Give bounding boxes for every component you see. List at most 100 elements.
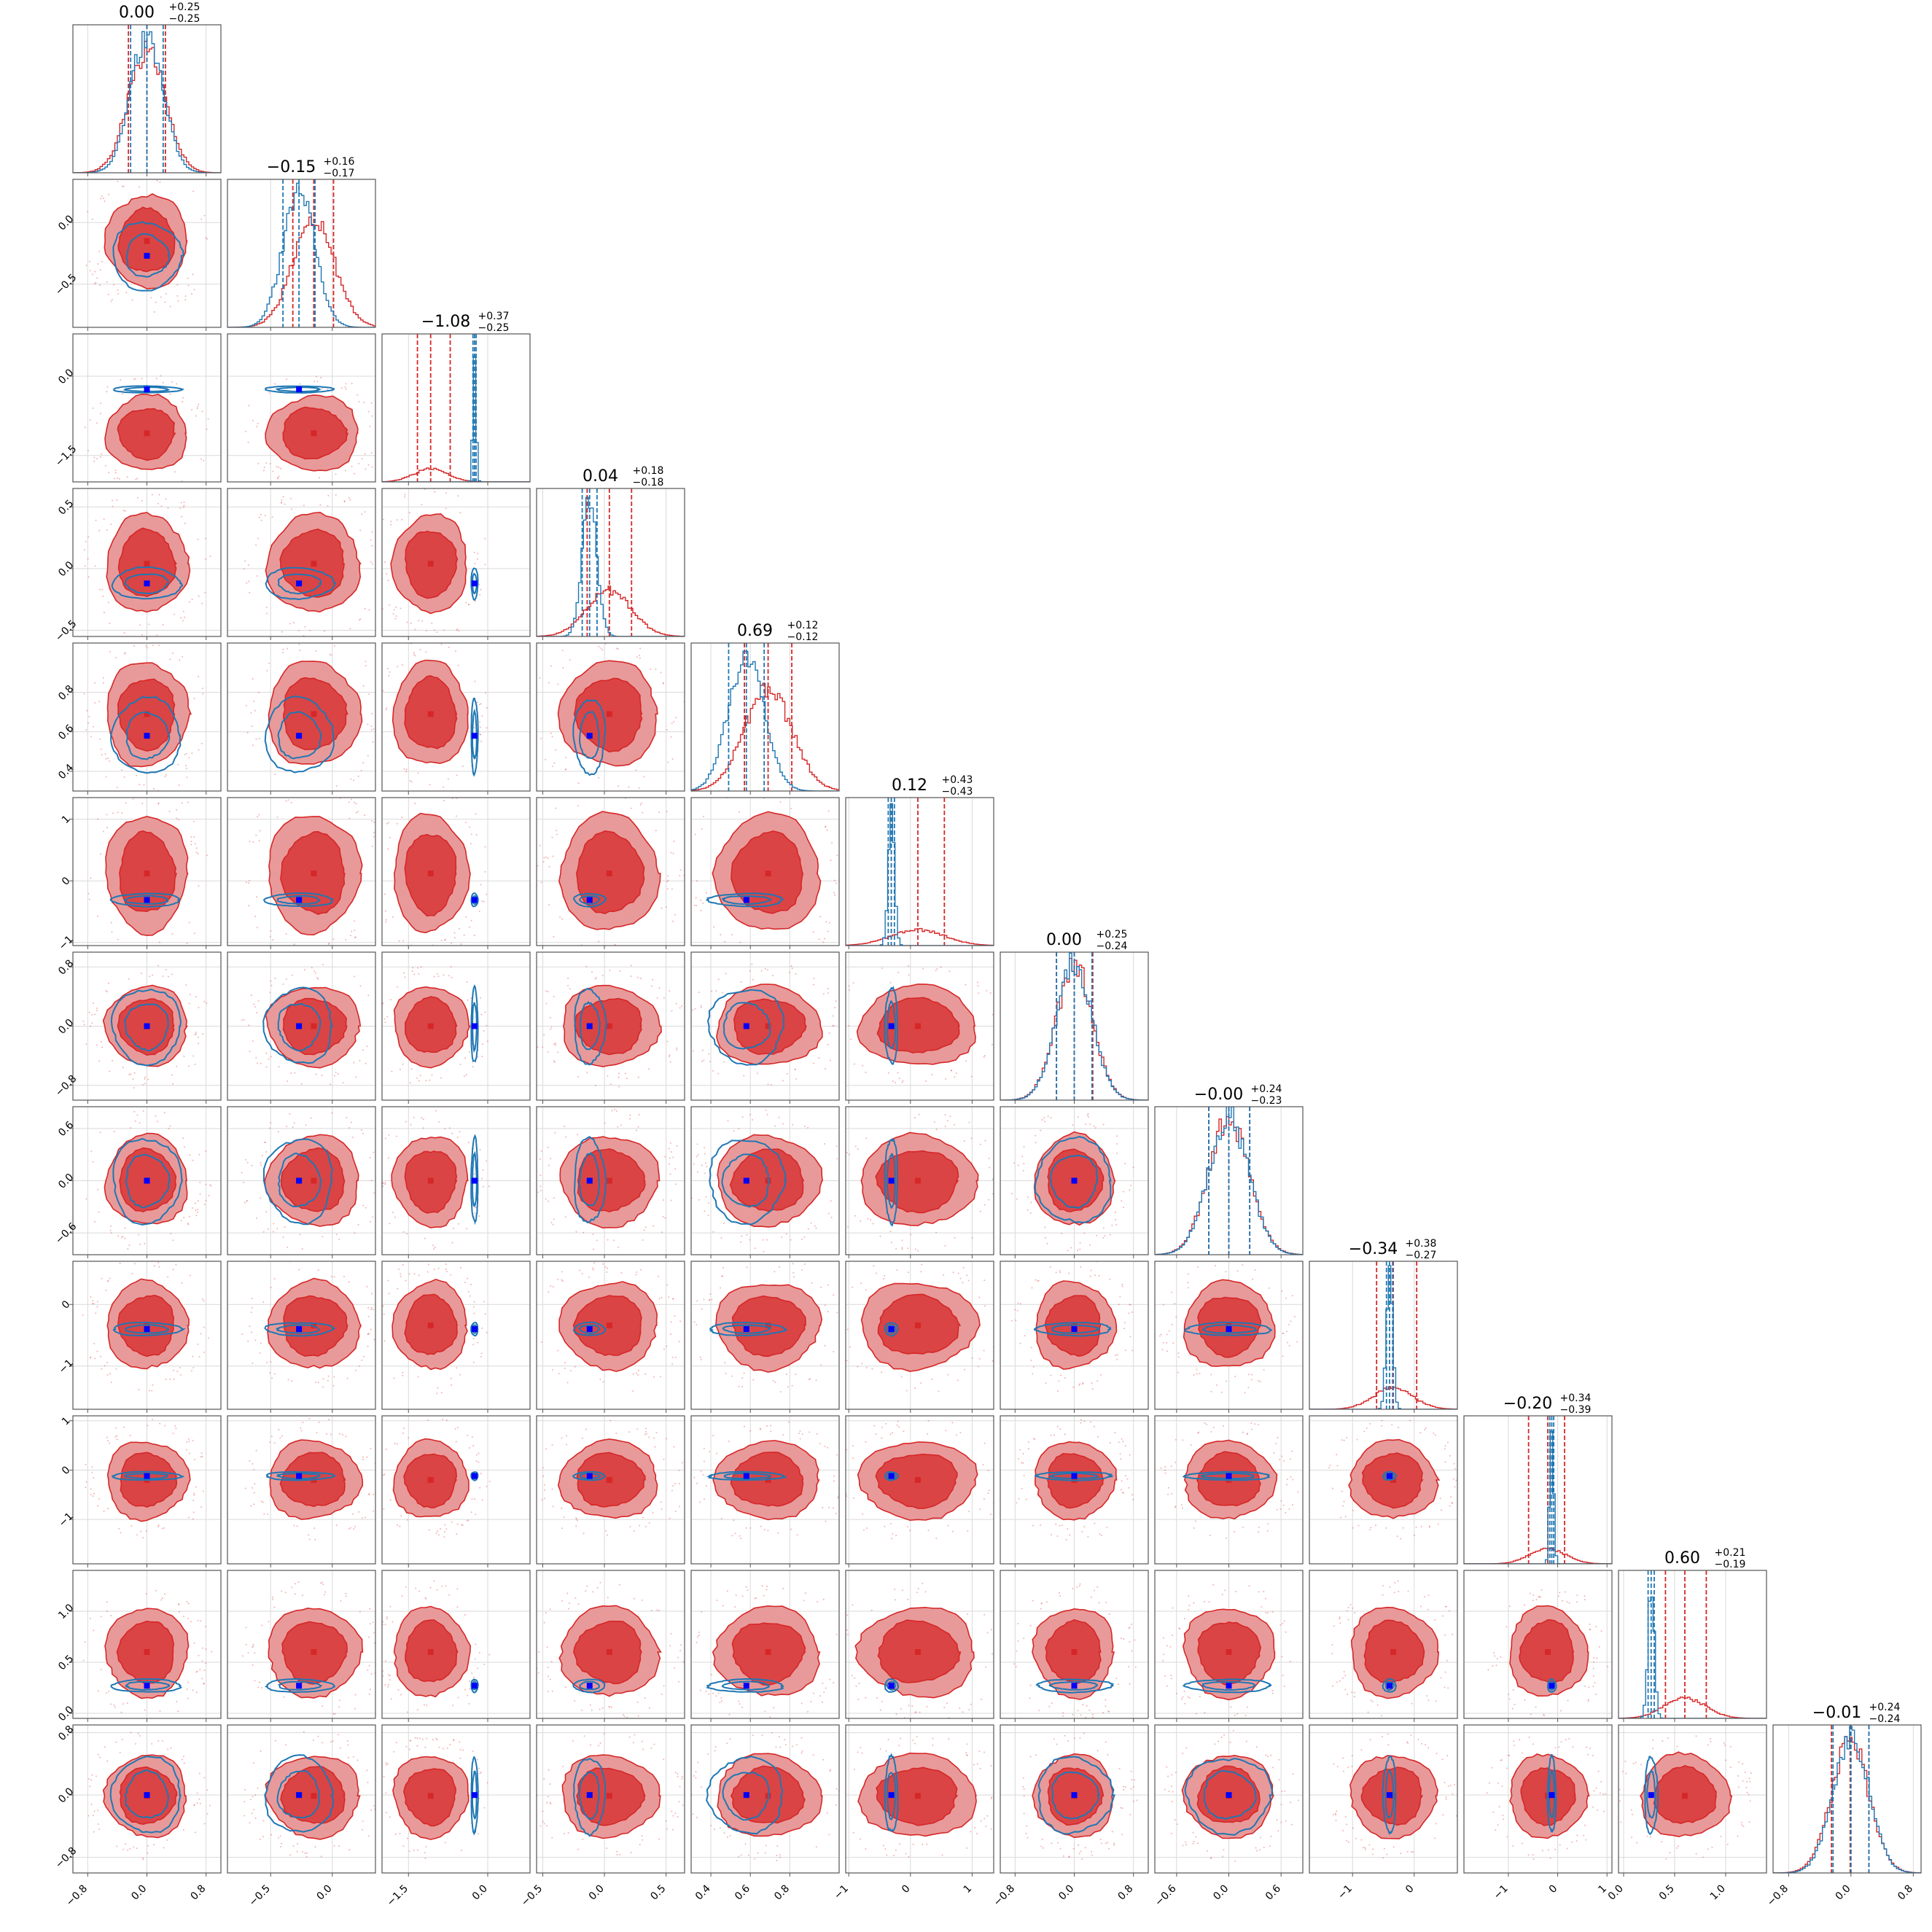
- scatter-point-a-2-1-31: [278, 467, 280, 469]
- scatter-point-a-3-0-12: [148, 623, 150, 626]
- scatter-point-a-10-0-0: [195, 1671, 198, 1673]
- scatter-point-a-8-3-32: [607, 1267, 609, 1269]
- contour-b-inner-7-6: [1049, 1154, 1099, 1209]
- scatter-point-a-2-0-24: [162, 381, 164, 383]
- marker-a-9-3: [606, 1476, 612, 1483]
- hist-b-3: [537, 496, 685, 636]
- scatter-point-a-9-5-37: [831, 1477, 833, 1479]
- contour-b-outer-11-5: [884, 1753, 899, 1832]
- scatter-point-a-8-0-48: [172, 1369, 174, 1371]
- hist-a-1: [227, 216, 375, 327]
- scatter-point-a-3-1-47: [304, 626, 306, 628]
- xtick-label-4-2: 0.8: [772, 1883, 792, 1903]
- hist-title-0: 0.00: [119, 4, 155, 22]
- scatter-point-a-2-0-0: [105, 464, 107, 467]
- scatter-point-a-7-4-38: [790, 1239, 792, 1241]
- truth-marker-2-1: [296, 386, 303, 393]
- scatter-point-a-11-4-22: [844, 1806, 845, 1807]
- scatter-point-a-8-3-2: [636, 1271, 638, 1273]
- scatter-point-a-10-3-6: [545, 1612, 547, 1614]
- scatter-point-a-7-5-4: [867, 1218, 869, 1220]
- scatter-point-a-8-5-42: [978, 1358, 981, 1360]
- scatter-panel-4-1: [227, 642, 376, 795]
- scatter-point-a-4-3-2: [569, 659, 571, 661]
- scatter-point-a-10-7-31: [1195, 1713, 1197, 1715]
- scatter-point-a-6-1-27: [384, 1037, 386, 1038]
- scatter-point-a-10-5-59: [916, 1592, 919, 1594]
- scatter-point-a-10-2-20: [406, 1711, 408, 1713]
- scatter-point-a-9-0-54: [192, 1511, 195, 1514]
- scatter-point-a-1-0-50: [98, 250, 101, 252]
- scatter-point-a-6-1-45: [313, 970, 316, 973]
- scatter-point-a-6-5-21: [902, 1080, 904, 1082]
- scatter-point-a-4-0-57: [169, 658, 171, 661]
- scatter-point-a-3-1-25: [281, 631, 284, 633]
- truth-marker-10-9: [1549, 1683, 1555, 1689]
- scatter-point-a-10-7-6: [1166, 1645, 1168, 1647]
- scatter-point-a-8-4-5: [827, 1311, 829, 1313]
- scatter-point-a-6-0-55: [107, 982, 109, 984]
- truth-marker-10-3: [586, 1683, 593, 1689]
- contour-b-inner-5-4: [721, 895, 772, 905]
- scatter-point-a-10-8-47: [1419, 1605, 1422, 1608]
- ytick-label-9-1: 0: [60, 1464, 73, 1477]
- scatter-point-a-11-5-12: [995, 1826, 997, 1828]
- scatter-point-a-8-7-2: [1236, 1270, 1239, 1272]
- scatter-point-a-5-2-9: [470, 833, 472, 835]
- scatter-point-a-6-2-19: [481, 1043, 483, 1045]
- scatter-point-a-10-8-52: [1411, 1702, 1413, 1705]
- scatter-point-a-3-0-7: [157, 502, 160, 505]
- truth-marker-8-5: [888, 1326, 895, 1333]
- scatter-point-a-8-3-42: [558, 1372, 560, 1374]
- scatter-point-a-8-0-10: [119, 1262, 121, 1264]
- scatter-point-a-10-7-30: [1244, 1715, 1247, 1717]
- scatter-point-a-4-0-34: [109, 650, 111, 653]
- scatter-point-a-5-1-20: [354, 937, 356, 939]
- scatter-point-a-10-3-54: [670, 1632, 672, 1635]
- scatter-point-a-10-0-42: [144, 1709, 146, 1711]
- scatter-point-a-2-1-54: [345, 388, 347, 390]
- scatter-point-a-9-1-16: [370, 1447, 372, 1449]
- scatter-point-a-5-2-50: [445, 946, 447, 948]
- contour-b-inner-10-0: [125, 1680, 171, 1691]
- scatter-point-a-9-0-50: [175, 1427, 177, 1430]
- scatter-point-a-8-2-12: [464, 1281, 467, 1283]
- scatter-point-a-11-5-41: [899, 1843, 901, 1845]
- scatter-point-a-10-7-27: [1179, 1628, 1181, 1630]
- scatter-point-a-7-3-56: [653, 1225, 655, 1227]
- scatter-point-a-7-3-38: [613, 1108, 615, 1110]
- scatter-point-a-6-3-2: [577, 1075, 580, 1078]
- scatter-point-a-11-2-56: [405, 1745, 408, 1748]
- scatter-point-a-7-5-35: [918, 1113, 920, 1115]
- scatter-point-a-11-1-14: [370, 1810, 373, 1812]
- scatter-point-a-11-6-13: [1130, 1770, 1132, 1772]
- scatter-point-a-7-0-43: [136, 1114, 139, 1116]
- scatter-point-a-8-4-11: [688, 1322, 690, 1323]
- scatter-point-a-9-6-38: [1109, 1441, 1111, 1444]
- scatter-point-a-5-2-10: [486, 893, 488, 895]
- scatter-point-a-9-5-58: [935, 1538, 938, 1540]
- scatter-point-a-2-0-58: [96, 422, 98, 424]
- scatter-point-a-6-5-58: [827, 1039, 829, 1040]
- scatter-point-a-9-7-15: [1290, 1476, 1292, 1479]
- scatter-point-a-8-1-53: [269, 1372, 271, 1374]
- scatter-point-a-6-0-18: [132, 1078, 134, 1080]
- scatter-point-a-11-1-15: [274, 1740, 276, 1742]
- scatter-point-a-11-0-9: [91, 1774, 93, 1776]
- scatter-point-a-11-4-33: [779, 1856, 782, 1858]
- scatter-point-a-11-0-47: [121, 1738, 123, 1740]
- scatter-point-a-11-1-6: [244, 1815, 246, 1817]
- scatter-point-a-10-4-49: [728, 1713, 731, 1715]
- scatter-point-a-10-6-41: [1079, 1583, 1081, 1585]
- scatter-point-a-3-1-48: [371, 563, 373, 565]
- marker-a-6-1: [311, 1023, 317, 1029]
- scatter-point-a-5-2-44: [389, 837, 391, 839]
- scatter-point-a-11-6-50: [1072, 1847, 1075, 1850]
- marker-a-8-5: [914, 1322, 921, 1328]
- scatter-point-a-6-1-24: [322, 964, 324, 966]
- scatter-point-a-4-3-7: [667, 761, 669, 763]
- scatter-point-a-10-2-1: [445, 1585, 447, 1587]
- scatter-point-a-9-1-54: [308, 1417, 311, 1419]
- scatter-point-a-9-3-58: [654, 1446, 656, 1448]
- contour-b-outer-5-2: [470, 892, 479, 908]
